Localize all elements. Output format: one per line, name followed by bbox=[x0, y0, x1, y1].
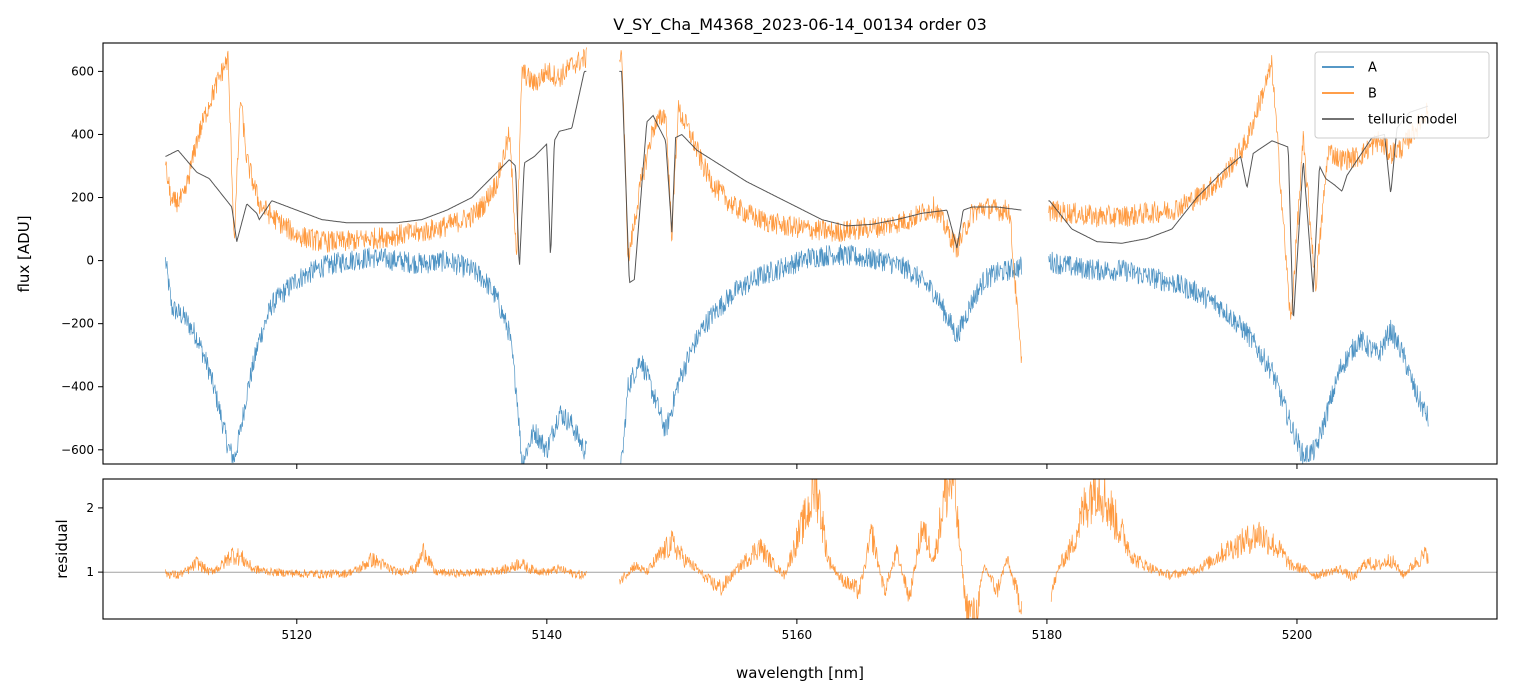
x-axis-label: wavelength [nm] bbox=[736, 664, 864, 682]
x-tick-label: 5120 bbox=[282, 628, 313, 642]
y-tick-label: 1 bbox=[86, 565, 94, 579]
series-line-a-panel-1-seg-0 bbox=[165, 247, 587, 464]
series-line-b-panel-1-seg-2 bbox=[1048, 55, 1429, 320]
legend-label-b: B bbox=[1368, 87, 1377, 102]
x-tick-label: 5140 bbox=[532, 628, 563, 642]
series-line-telluric-model-panel-1-seg-0 bbox=[165, 70, 587, 265]
y-tick-label: 0 bbox=[86, 254, 94, 268]
series-line-b-panel-1-seg-1 bbox=[619, 50, 1023, 364]
series-line-b-panel-2-seg-2 bbox=[1050, 479, 1429, 602]
bottom-y-axis-label: residual bbox=[53, 519, 71, 578]
top-y-axis-label: flux [ADU] bbox=[15, 215, 33, 292]
y-tick-label: 400 bbox=[71, 127, 94, 141]
x-tick-label: 5180 bbox=[1032, 628, 1063, 642]
x-tick-label: 5200 bbox=[1282, 628, 1313, 642]
y-tick-label: −600 bbox=[61, 443, 94, 457]
chart-title: V_SY_Cha_M4368_2023-06-14_00134 order 03 bbox=[613, 15, 987, 35]
series-line-b-panel-2-seg-1 bbox=[619, 479, 1023, 619]
y-tick-label: −200 bbox=[61, 317, 94, 331]
series-line-b-panel-2-seg-0 bbox=[165, 542, 587, 580]
series-line-b-panel-1-seg-0 bbox=[165, 47, 587, 255]
legend-label-telluric-model: telluric model bbox=[1368, 113, 1457, 128]
axes-frame-1 bbox=[102, 42, 1498, 465]
axes-frame-2 bbox=[102, 478, 1498, 620]
series-line-telluric-model-panel-1-seg-2 bbox=[1048, 105, 1429, 317]
y-tick-label: −400 bbox=[61, 380, 94, 394]
legend-box bbox=[1314, 51, 1490, 139]
y-tick-label: 200 bbox=[71, 191, 94, 205]
y-tick-label: 2 bbox=[86, 501, 94, 515]
series-line-a-panel-1-seg-2 bbox=[1048, 251, 1429, 464]
series-line-telluric-model-panel-1-seg-1 bbox=[619, 70, 1022, 284]
y-tick-label: 600 bbox=[71, 64, 94, 78]
legend-label-a: A bbox=[1368, 61, 1377, 76]
x-tick-label: 5160 bbox=[782, 628, 813, 642]
series-line-a-panel-1-seg-1 bbox=[620, 244, 1023, 464]
